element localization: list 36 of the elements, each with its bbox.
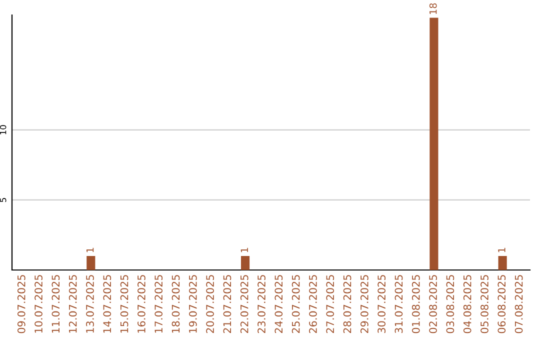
x-tick-label: 06.08.2025 bbox=[498, 275, 506, 334]
x-tick-label: 10.07.2025 bbox=[34, 275, 42, 333]
x-tick-label: 02.08.2025 bbox=[429, 275, 437, 334]
x-tick-label: 13.07.2025 bbox=[86, 275, 94, 333]
x-tick-label: 16.07.2025 bbox=[138, 275, 146, 333]
data-label: 1 bbox=[86, 248, 94, 252]
x-tick-label: 27.07.2025 bbox=[326, 275, 334, 334]
y-tick-label: 5 bbox=[0, 198, 6, 202]
data-label: 1 bbox=[498, 248, 506, 252]
data-label: 1 bbox=[240, 248, 248, 252]
x-tick-label: 17.07.2025 bbox=[154, 275, 163, 333]
x-tick-label: 20.07.2025 bbox=[206, 275, 214, 334]
x-tick-label: 11.07.2025 bbox=[52, 275, 60, 333]
x-tick-label: 15.07.2025 bbox=[120, 275, 128, 333]
x-tick-label: 04.08.2025 bbox=[463, 275, 472, 334]
x-tick-label: 09.07.2025 bbox=[17, 275, 26, 334]
x-tick-label: 07.08.2025 bbox=[514, 275, 523, 334]
x-tick-label: 28.07.2025 bbox=[343, 275, 352, 334]
y-tick-label: 10 bbox=[0, 125, 6, 134]
x-tick-label: 30.07.2025 bbox=[378, 275, 386, 334]
x-tick-label: 12.07.2025 bbox=[68, 275, 77, 333]
x-tick-label: 24.07.2025 bbox=[274, 275, 283, 334]
x-tick-label: 19.07.2025 bbox=[188, 275, 197, 333]
x-tick-label: 18.07.2025 bbox=[172, 275, 180, 333]
x-tick-label: 31.07.2025 bbox=[394, 275, 403, 334]
x-tick-label: 25.07.2025 bbox=[292, 275, 300, 334]
x-tick-label: 21.07.2025 bbox=[223, 275, 232, 334]
x-tick-label: 22.07.2025 bbox=[240, 275, 248, 334]
x-tick-label: 23.07.2025 bbox=[258, 275, 266, 334]
x-tick-label: 29.07.2025 bbox=[360, 275, 368, 334]
x-tick-label: 05.08.2025 bbox=[480, 275, 488, 334]
x-tick-label: 01.08.2025 bbox=[412, 275, 420, 334]
x-tick-label: 26.07.2025 bbox=[309, 275, 317, 334]
x-tick-label: 03.08.2025 bbox=[446, 275, 454, 334]
x-tick-label: 14.07.2025 bbox=[103, 275, 112, 333]
data-label: 18 bbox=[429, 3, 437, 14]
